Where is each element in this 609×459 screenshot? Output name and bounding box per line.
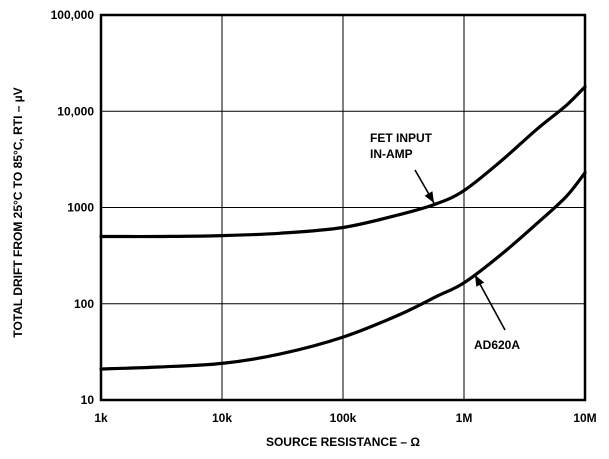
fet-input-in-amp-line xyxy=(99,85,587,239)
y-axis-label: TOTAL DRIFT FROM 25°C TO 85°C, RTI – µV xyxy=(11,87,25,337)
x-tick-label: 100k xyxy=(330,411,357,425)
annotation-text: FET INPUT xyxy=(370,131,433,145)
plot-frame xyxy=(99,13,587,402)
y-tick-label: 100,000 xyxy=(51,8,95,22)
x-axis-label: SOURCE RESISTANCE – Ω xyxy=(266,435,420,449)
y-tick-label: 10 xyxy=(81,393,95,407)
x-tick-label: 10M xyxy=(573,411,596,425)
x-tick-label: 1k xyxy=(94,411,108,425)
y-tick-labels: 10 100 1000 10,000 100,000 xyxy=(51,8,95,407)
x-tick-label: 1M xyxy=(456,411,473,425)
annotation-arrow-head xyxy=(424,191,434,203)
annotation-arrow-head xyxy=(475,275,485,287)
y-tick-label: 1000 xyxy=(67,201,94,215)
x-tick-label: 10k xyxy=(212,411,232,425)
x-tick-labels: 1k 10k 100k 1M 10M xyxy=(94,411,596,425)
y-tick-label: 100 xyxy=(74,297,94,311)
ad620a-line xyxy=(99,171,587,371)
annotation-text: IN-AMP xyxy=(370,147,413,161)
series-group xyxy=(99,85,587,371)
annotations: FET INPUT IN-AMP AD620A xyxy=(370,131,520,352)
annotation-text: AD620A xyxy=(474,338,520,352)
y-tick-label: 10,000 xyxy=(57,104,94,118)
